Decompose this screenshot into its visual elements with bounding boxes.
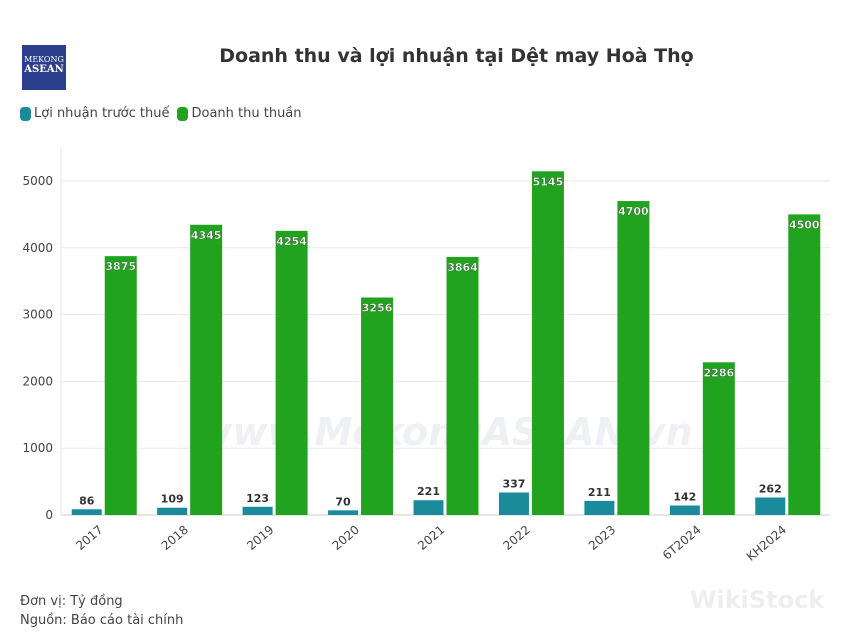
bar-profit[interactable] (242, 506, 273, 515)
footer: Đơn vị: Tỷ đồng Nguồn: Báo cáo tài chính (20, 592, 183, 630)
x-tick-label: 2020 (330, 523, 362, 553)
data-label-profit: 123 (246, 492, 269, 505)
bar-revenue[interactable] (104, 256, 137, 515)
data-label-revenue: 3864 (447, 261, 478, 274)
legend: Lợi nhuận trước thuế Doanh thu thuần (20, 106, 302, 121)
bar-revenue[interactable] (361, 297, 394, 515)
bar-profit[interactable] (71, 509, 102, 515)
legend-item-profit[interactable]: Lợi nhuận trước thuế (20, 106, 169, 121)
y-tick-label: 1000 (22, 441, 53, 455)
x-tick-label: 2022 (500, 523, 532, 553)
x-tick-label: KH2024 (744, 523, 789, 564)
bar-profit[interactable] (755, 497, 786, 515)
x-tick-label: 2021 (415, 523, 447, 553)
data-label-profit: 262 (759, 482, 782, 495)
bar-revenue[interactable] (788, 214, 821, 515)
bar-profit[interactable] (498, 492, 529, 515)
x-tick-label: 2018 (159, 523, 191, 553)
y-tick-label: 5000 (22, 174, 53, 188)
mekong-asean-logo: MEKONG ASEAN (22, 45, 66, 90)
x-tick-label: 6T2024 (660, 523, 704, 563)
bar-revenue[interactable] (446, 256, 479, 515)
legend-item-revenue[interactable]: Doanh thu thuần (177, 106, 302, 121)
x-tick-label: 2019 (244, 523, 276, 553)
data-label-revenue: 4500 (789, 218, 820, 231)
legend-swatch (177, 106, 189, 121)
data-label-profit: 86 (79, 494, 95, 507)
data-label-revenue: 3256 (362, 301, 393, 314)
data-label-profit: 109 (161, 493, 184, 506)
data-label-revenue: 4700 (618, 205, 649, 218)
bar-profit[interactable] (413, 500, 444, 515)
bar-revenue[interactable] (617, 201, 650, 516)
wikistock-watermark: WikiStock (690, 586, 825, 614)
bar-profit[interactable] (157, 507, 188, 515)
y-tick-label: 4000 (22, 241, 53, 255)
source-note: Nguồn: Báo cáo tài chính (20, 613, 184, 628)
data-label-revenue: 4345 (191, 229, 222, 242)
data-label-profit: 142 (673, 491, 696, 504)
legend-swatch (20, 106, 31, 121)
x-tick-label: 2017 (73, 523, 105, 553)
y-tick-label: 2000 (22, 374, 53, 388)
data-label-revenue: 3875 (105, 260, 136, 273)
unit-note: Đơn vị: Tỷ đồng (20, 594, 123, 609)
data-label-profit: 337 (502, 477, 525, 490)
data-label-profit: 70 (335, 495, 351, 508)
x-tick-label: 2023 (586, 523, 618, 553)
bar-profit[interactable] (669, 505, 700, 515)
data-label-revenue: 4254 (276, 235, 307, 248)
y-tick-label: 0 (45, 508, 53, 522)
data-label-profit: 211 (588, 486, 611, 499)
bar-profit[interactable] (584, 500, 615, 515)
data-label-revenue: 5145 (533, 175, 564, 188)
chart-title: Doanh thu và lợi nhuận tại Dệt may Hoà T… (219, 45, 694, 67)
y-tick-label: 3000 (22, 308, 53, 322)
data-label-profit: 221 (417, 485, 440, 498)
bar-profit[interactable] (328, 510, 359, 515)
data-label-revenue: 2286 (704, 366, 735, 379)
bar-revenue[interactable] (190, 224, 223, 515)
bar-revenue[interactable] (702, 362, 735, 515)
bar-revenue[interactable] (531, 171, 564, 515)
bar-revenue[interactable] (275, 230, 308, 515)
